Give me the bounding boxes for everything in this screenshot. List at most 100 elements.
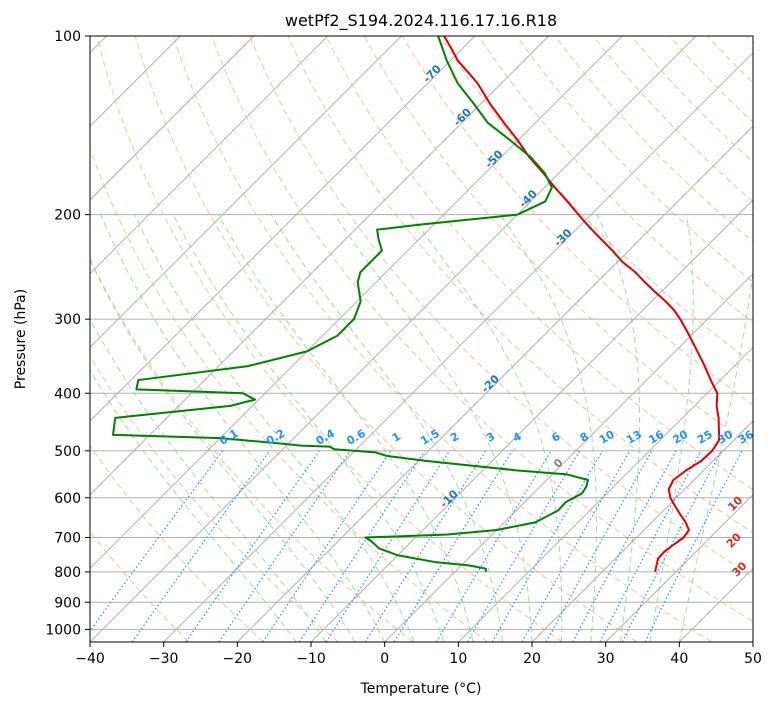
y-axis-label: Pressure (hPa) bbox=[13, 289, 29, 389]
mixing-ratio-label: 0.4 bbox=[314, 427, 338, 448]
moist-adiabat-line bbox=[134, 214, 415, 642]
isotherm-line bbox=[163, 51, 753, 642]
isotherm-line bbox=[90, 36, 550, 496]
isotherm-label: -20 bbox=[479, 372, 502, 395]
isotherm-line bbox=[605, 493, 753, 642]
mixing-ratio-line bbox=[90, 450, 224, 632]
temperature-profile-line bbox=[443, 36, 720, 573]
x-tick-label: −40 bbox=[75, 651, 105, 667]
isotherm-line bbox=[678, 567, 753, 642]
dry-adiabat-line bbox=[96, 36, 563, 642]
dewpoint-profile-line bbox=[111, 36, 589, 573]
isotherm-label: -70 bbox=[421, 62, 444, 85]
mixing-ratio-line bbox=[572, 450, 677, 642]
moist-adiabat-line bbox=[90, 369, 297, 642]
y-tick-label: 600 bbox=[54, 491, 81, 507]
mixing-ratio-line bbox=[466, 450, 581, 642]
moist-adiabat-line bbox=[100, 214, 386, 642]
mixing-ratio-label: 10 bbox=[597, 428, 617, 447]
x-tick-label: 10 bbox=[449, 651, 467, 667]
background-lines bbox=[90, 36, 753, 642]
dry-adiabat-line bbox=[90, 444, 264, 642]
x-tick-label: 20 bbox=[523, 651, 541, 667]
isotherm-label: -50 bbox=[482, 147, 505, 170]
dry-adiabat-line bbox=[440, 36, 753, 365]
mixing-ratio-label: 25 bbox=[695, 428, 715, 447]
x-tick-label: 40 bbox=[670, 651, 688, 667]
isotherm-line bbox=[90, 36, 697, 642]
y-tick-label: 300 bbox=[54, 312, 81, 328]
dry-adiabat-line bbox=[669, 36, 753, 124]
y-tick-label: 400 bbox=[54, 386, 81, 402]
x-tick-label: 30 bbox=[597, 651, 615, 667]
y-tick-label: 700 bbox=[54, 531, 81, 547]
mixing-ratio-line bbox=[218, 450, 351, 642]
x-tick-label: 50 bbox=[744, 651, 762, 667]
isotherm-line bbox=[90, 36, 402, 349]
x-axis-ticks: −40 −30 −20 −10 0 10 20 30 40 50 bbox=[75, 642, 762, 667]
moist-adiabat-line bbox=[172, 214, 445, 642]
y-axis-ticks: 100 200 300 400 500 600 700 800 900 1000 bbox=[45, 29, 90, 638]
isotherm-line bbox=[90, 36, 329, 275]
x-axis-label: Temperature (°C) bbox=[360, 681, 482, 697]
mixing-ratio-line bbox=[298, 450, 426, 642]
mixing-ratio-label: 36 bbox=[736, 428, 756, 447]
dry-adiabat-line bbox=[211, 36, 753, 623]
mixing-ratio-label: 20 bbox=[670, 428, 690, 447]
y-tick-label: 100 bbox=[54, 29, 81, 45]
y-tick-label: 500 bbox=[54, 444, 81, 460]
moist-adiabat-line bbox=[90, 318, 327, 642]
mixing-ratio-line bbox=[599, 450, 702, 642]
isotherm-line bbox=[236, 125, 753, 642]
mixing-ratio-line bbox=[262, 450, 392, 642]
dry-adiabat-line bbox=[325, 36, 753, 491]
dry-adiabat-line bbox=[172, 36, 712, 642]
mixing-ratio-line bbox=[325, 450, 451, 642]
dry-adiabat-line bbox=[134, 36, 638, 642]
dry-adiabat-line bbox=[90, 147, 488, 642]
isotherm-line bbox=[90, 36, 255, 201]
y-tick-label: 800 bbox=[54, 565, 81, 581]
moist-adiabat-line bbox=[270, 214, 504, 642]
moist-adiabat-line bbox=[217, 214, 474, 642]
mixing-ratio-label: 0.1 bbox=[217, 427, 240, 448]
chart-title: wetPf2_S194.2024.116.17.16.R18 bbox=[285, 11, 557, 31]
isotherm-line bbox=[531, 420, 753, 642]
dry-adiabat-line bbox=[478, 36, 753, 324]
moist-adiabat-line bbox=[649, 214, 694, 642]
dry-adiabat-line bbox=[249, 36, 753, 578]
moist-adiabat-line bbox=[410, 214, 563, 642]
mixing-ratio-line bbox=[364, 450, 487, 642]
mixing-ratio-line bbox=[545, 450, 653, 642]
isotherm-line bbox=[90, 36, 623, 570]
isotherm-line bbox=[384, 272, 753, 642]
mixing-ratio-label: 1 bbox=[390, 430, 403, 445]
x-tick-label: −10 bbox=[296, 651, 326, 667]
theta-label: 20 bbox=[724, 530, 744, 550]
mixing-ratio-line bbox=[521, 450, 631, 642]
mixing-ratio-line bbox=[644, 450, 743, 642]
y-tick-label: 200 bbox=[54, 208, 81, 224]
plot-area: 0.1 0.2 0.4 0.6 1 1.5 2 3 4 6 8 10 13 16 20 25 30 36-70-6… bbox=[90, 36, 756, 642]
y-tick-label: 1000 bbox=[45, 622, 81, 638]
mixing-ratio-label: 0.6 bbox=[344, 427, 368, 448]
mixing-ratio-line bbox=[435, 450, 552, 642]
theta-label: 10 bbox=[725, 493, 745, 513]
isotherm-line bbox=[90, 36, 476, 422]
dry-adiabat-line bbox=[745, 36, 753, 45]
isotherm-label: -60 bbox=[451, 105, 474, 128]
moist-adiabat-line bbox=[596, 214, 641, 642]
moist-adiabat-line bbox=[90, 258, 356, 642]
moist-adiabat-line bbox=[334, 214, 533, 642]
isotherm-line bbox=[457, 346, 753, 642]
isotherm-label: -40 bbox=[517, 187, 540, 210]
isotherm-line bbox=[752, 641, 753, 642]
y-tick-label: 900 bbox=[54, 595, 81, 611]
theta-label: 30 bbox=[730, 559, 750, 579]
dry-adiabat-line bbox=[592, 36, 753, 203]
mixing-ratio-label: 16 bbox=[646, 428, 666, 447]
mixing-ratio-line bbox=[131, 450, 271, 642]
isotherm-line bbox=[310, 199, 753, 642]
x-tick-label: −20 bbox=[223, 651, 253, 667]
